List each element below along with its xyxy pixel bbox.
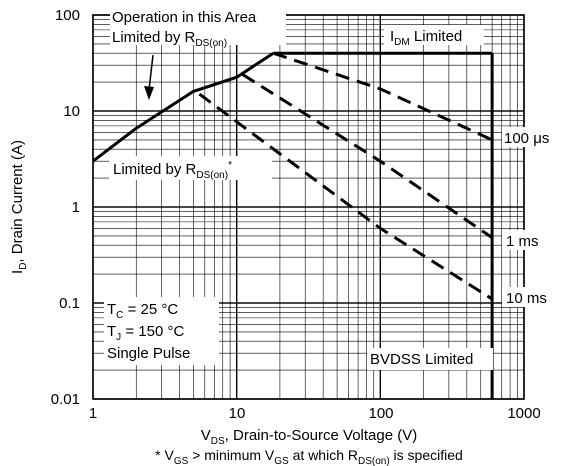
footnote-p3: at which R [289, 447, 358, 463]
op-area-arrow-head [144, 86, 154, 100]
y-tick-label: 0.01 [51, 391, 80, 408]
footnote-p4: is specified [390, 447, 463, 463]
idm-label-rest: Limited [410, 28, 463, 45]
tj-label-rest: = 150 °C [121, 323, 184, 340]
footnote-p2: > minimum V [188, 447, 275, 463]
series-line-limited-by-rds-on- [92, 51, 275, 163]
idm-label-sub: DM [394, 37, 410, 48]
series-line-1-ms [241, 73, 493, 239]
rds-label: Limited by RDS(on)* [113, 160, 232, 181]
rds-label-sub: DS(on) [196, 170, 228, 181]
idm-label: IDM Limited [390, 28, 462, 48]
y-tick-label: 1 [72, 199, 80, 216]
tj-label-main: T [107, 323, 116, 340]
tc-label: TC = 25 °C [107, 301, 178, 321]
x-tick-label: 1000 [507, 405, 540, 422]
label-1ms-bg [502, 230, 542, 250]
idm-label-bg [384, 25, 484, 45]
footnote-s3: DS(on) [358, 456, 390, 466]
tc-label-sub: C [116, 310, 123, 321]
bvdss-label-bg [367, 348, 493, 370]
tc-label-main: T [107, 301, 116, 318]
tj-label-sub: J [116, 332, 121, 343]
label-10ms: 10 ms [506, 290, 547, 307]
y-tick-label: 10 [63, 103, 80, 120]
rds-label-star: * [228, 160, 232, 171]
y-axis-title-main: I [9, 270, 26, 274]
footnote-p1: * V [155, 447, 174, 463]
label-1ms: 1 ms [506, 233, 539, 250]
plot-frame [92, 14, 525, 400]
y-axis-title-sub: D [18, 263, 29, 270]
y-tick-label: 100 [55, 7, 80, 24]
footnote-s1: GS [174, 456, 189, 466]
y-tick-label: 0.1 [59, 295, 80, 312]
rds-label-main: Limited by R [113, 161, 197, 178]
bvdss-label: BVDSS Limited [370, 351, 473, 368]
label-100us-bg [502, 127, 554, 147]
x-tick-label: 10 [229, 405, 246, 422]
op-area-label-bg [110, 7, 286, 45]
idm-label-main: I [390, 28, 394, 45]
label-10ms-bg [502, 287, 554, 307]
series-line-100-s [272, 51, 493, 142]
footnote-s2: GS [274, 456, 289, 466]
op-area-label-line2: Limited by RDS(on) [112, 29, 227, 49]
rds-label-bg [109, 156, 272, 180]
x-axis-title-rest: , Drain-to-Source Voltage (V) [225, 427, 418, 444]
op-area-label-line2-main: Limited by R [112, 29, 196, 46]
y-axis-title: ID, Drain Current (A) [9, 140, 29, 274]
x-tick-label: 1 [89, 405, 97, 422]
op-area-label-line2-sub: DS(on) [195, 38, 227, 49]
y-axis-title-rest: , Drain Current (A) [9, 140, 26, 263]
footnote: * VGS > minimum VGS at which RDS(on) is … [155, 447, 463, 466]
tc-label-rest: = 25 °C [123, 301, 178, 318]
op-area-label-line1: Operation in this Area [112, 9, 257, 26]
x-tick-label: 100 [368, 405, 393, 422]
series-group [92, 51, 494, 399]
x-axis-title: VDS, Drain-to-Source Voltage (V) [201, 427, 418, 447]
x-axis-title-sub: DS [211, 436, 225, 447]
label-100us: 100 μs [504, 130, 549, 147]
single-pulse-label: Single Pulse [107, 345, 190, 362]
x-axis-title-main: V [201, 427, 211, 444]
tj-label: TJ = 150 °C [107, 323, 184, 343]
conditions-bg [104, 297, 219, 365]
op-area-arrow-shaft [148, 54, 154, 91]
series-line-10-ms [198, 92, 493, 301]
